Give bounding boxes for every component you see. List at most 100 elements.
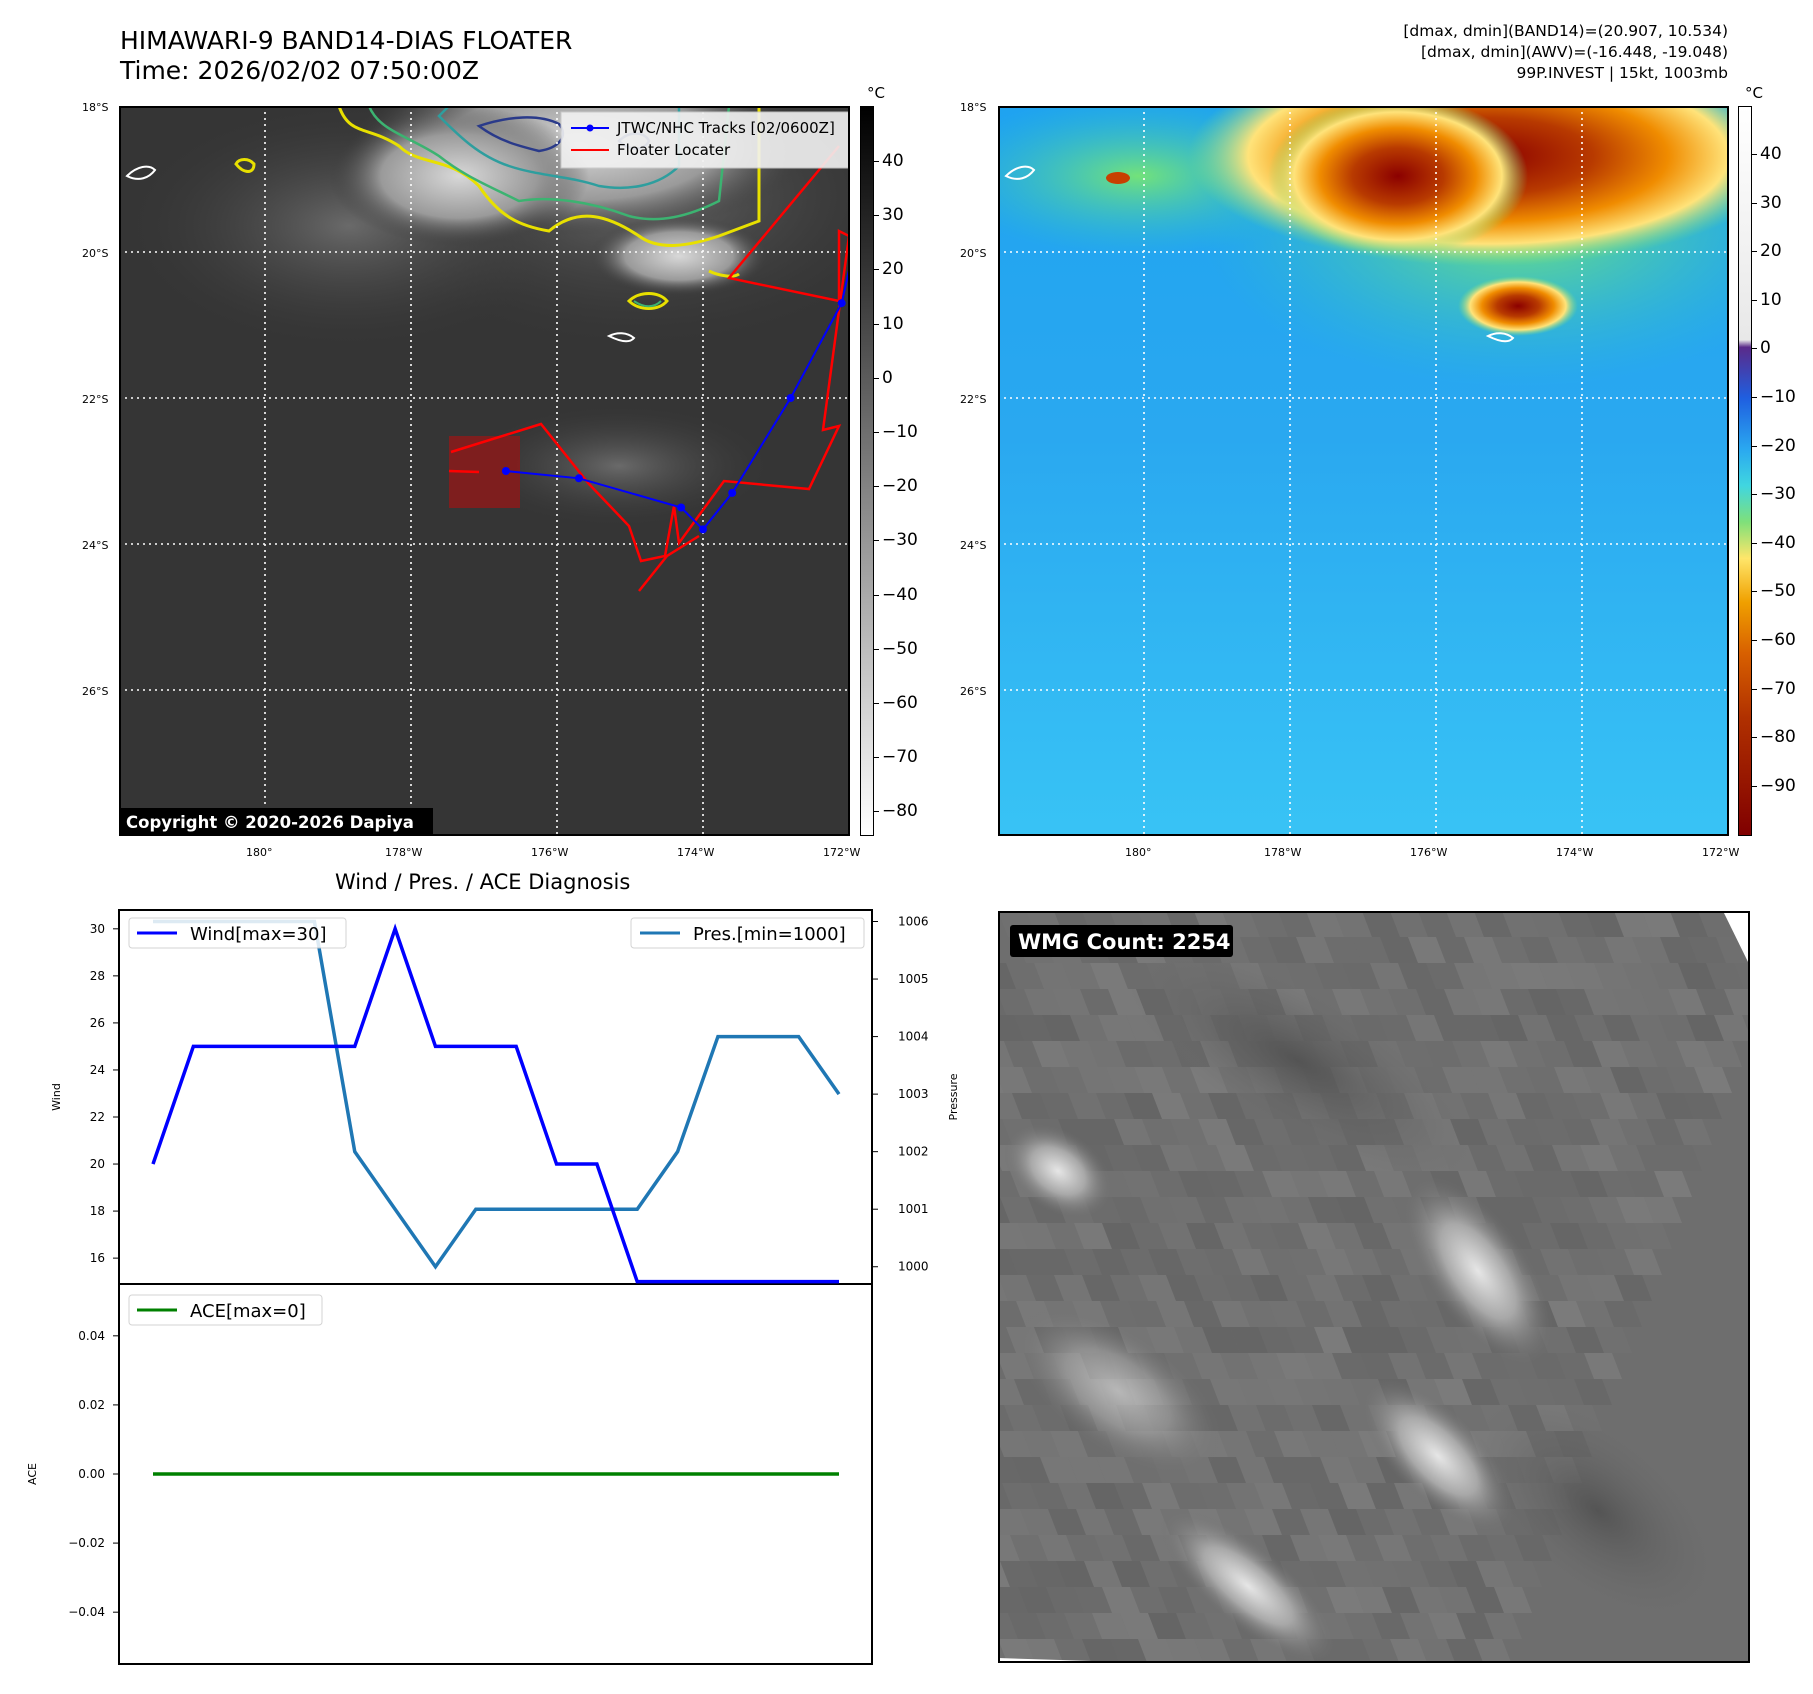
pressure-tick-label: 1006	[898, 915, 929, 929]
colorbar-tick-mark	[874, 594, 879, 596]
colorbar-tick-label: −30	[1760, 484, 1796, 505]
title-line2: Time: 2026/02/02 07:50:00Z	[120, 56, 479, 85]
pressure-tick-label: 1000	[898, 1260, 929, 1274]
pressure-axis-label: Pressure	[947, 1073, 960, 1120]
ir-color-frame	[998, 106, 1729, 836]
pressure-series-line	[153, 919, 841, 1270]
colorbar-tick-mark	[874, 377, 879, 379]
info-line3: 99P.INVEST | 15kt, 1003mb	[1516, 64, 1728, 82]
colorbar-tick-mark	[874, 269, 879, 271]
lat-label: 26°S	[82, 685, 109, 698]
lat-label: 26°S	[960, 685, 987, 698]
ace-tick-label: 0.02	[78, 1398, 105, 1412]
colorbar-tick-label: −70	[882, 747, 918, 768]
colorbar-tick-label: −90	[1760, 775, 1796, 796]
colorbar-tick-label: 40	[1760, 144, 1782, 164]
pressure-tick-label: 1005	[898, 972, 929, 986]
colorbar-tick-label: −70	[1760, 678, 1796, 699]
wind-tick-label: 20	[90, 1157, 105, 1171]
pressure-legend-box	[630, 917, 865, 949]
ace-tick-label: −0.04	[68, 1605, 105, 1619]
colorbar-tick-label: −80	[882, 801, 918, 822]
ace-tick-label: 0.04	[78, 1329, 105, 1343]
colorbar-tick-label: −60	[882, 693, 918, 713]
jtwc-track-point	[501, 467, 510, 475]
colorbar-tick-label: 40	[882, 151, 904, 171]
gray-colorbar-unit: °C	[867, 84, 885, 102]
legend-track-label: JTWC/NHC Tracks [02/0600Z]	[616, 119, 835, 137]
colorbar-tick-label: 20	[1760, 241, 1782, 262]
wmg-frame	[998, 911, 1750, 1663]
colorbar-tick-mark	[1752, 251, 1757, 253]
colorbar-tick-mark	[1752, 785, 1757, 787]
lon-label: 176°W	[531, 846, 569, 859]
info-line2: [dmax, dmin](AWV)=(-16.448, -19.048)	[1421, 43, 1728, 61]
ir-gray-map: JTWC/NHC Tracks [02/0600Z] Floater Locat…	[119, 106, 850, 836]
wind-legend-box	[128, 917, 347, 949]
colorbar-tick-label: −40	[882, 584, 918, 605]
colorbar-tick-mark	[874, 811, 879, 813]
colorbar-tick-label: 20	[882, 259, 904, 280]
colorbar-tick-label: −20	[1760, 435, 1796, 456]
jtwc-track-point	[699, 525, 707, 534]
lat-label: 20°S	[960, 247, 987, 260]
lon-label: 180°	[1125, 846, 1152, 859]
wind-tick-label: 18	[90, 1204, 105, 1218]
colorbar-tick-mark	[874, 215, 879, 217]
gray-colorbar	[860, 106, 874, 836]
colorbar-tick-mark	[1752, 348, 1757, 350]
copyright-text: Copyright © 2020-2026 Dapiya	[126, 813, 414, 832]
wind-legend-label: Wind[max=30]	[190, 924, 327, 945]
colorbar-tick-label: 30	[1760, 192, 1782, 213]
lat-label: 22°S	[960, 393, 987, 406]
wind-tick-label: 24	[90, 1063, 105, 1077]
colorbar-tick-mark	[874, 648, 879, 650]
ace-tick-label: −0.02	[68, 1536, 105, 1550]
lon-label: 172°W	[1702, 846, 1740, 859]
lat-label: 18°S	[960, 101, 987, 114]
colorbar-tick-label: 10	[882, 313, 904, 334]
map-legend: JTWC/NHC Tracks [02/0600Z] Floater Locat…	[560, 111, 850, 169]
colorbar-tick-mark	[1752, 299, 1757, 301]
floater-path	[450, 145, 850, 563]
ace-legend-label: ACE[max=0]	[190, 1301, 306, 1322]
diagnosis-chart: 16 18 20 22 24 26 28 30 1000 1001 1002 1003 1004 1005…	[26, 909, 960, 1665]
pressure-legend-label: Pres.[min=1000]	[693, 924, 846, 945]
colorbar-tick-label: 0	[882, 367, 893, 388]
legend-track-marker	[586, 124, 594, 132]
colorbar-tick-label: −30	[882, 530, 918, 551]
wmg-badge	[1010, 925, 1233, 957]
lon-label: 172°W	[823, 846, 861, 859]
wind-axes-frame	[118, 909, 873, 1285]
jtwc-track-point	[574, 474, 583, 483]
color-colorbar	[1738, 106, 1752, 836]
colorbar-tick-mark	[1752, 737, 1757, 739]
pressure-tick-label: 1002	[898, 1145, 929, 1159]
lon-label: 174°W	[1556, 846, 1594, 859]
ir-gray-frame	[119, 106, 850, 836]
wmg-image: WMG Count: 2254	[998, 911, 1750, 1663]
lat-label: 18°S	[82, 101, 109, 114]
copyright-badge	[121, 808, 433, 834]
lon-label: 178°W	[1264, 846, 1302, 859]
colorbar-tick-label: 30	[882, 205, 904, 226]
ace-axis-label: ACE	[26, 1463, 39, 1485]
colorbar-tick-mark	[874, 161, 879, 162]
colorbar-tick-mark	[1752, 640, 1757, 641]
colorbar-tick-mark	[874, 486, 879, 488]
colorbar-tick-mark	[874, 540, 879, 542]
colorbar-tick-mark	[874, 323, 879, 325]
wind-axis-label: Wind	[50, 1083, 63, 1111]
jtwc-track-point	[786, 394, 795, 402]
colorbar-tick-mark	[1752, 154, 1757, 155]
diagnosis-title: Wind / Pres. / ACE Diagnosis	[335, 870, 631, 894]
colorbar-tick-mark	[1752, 494, 1757, 496]
legend-floater-label: Floater Locater	[617, 141, 731, 159]
jtwc-track-point	[837, 299, 846, 308]
pressure-tick-label: 1001	[898, 1202, 929, 1216]
colorbar-tick-mark	[1752, 445, 1757, 447]
lon-label: 174°W	[677, 846, 715, 859]
wmg-panel: WMG Count: 2254	[998, 911, 1750, 1663]
colorbar-tick-label: −10	[1760, 387, 1796, 407]
ir-gray-image: JTWC/NHC Tracks [02/0600Z] Floater Locat…	[119, 106, 850, 836]
